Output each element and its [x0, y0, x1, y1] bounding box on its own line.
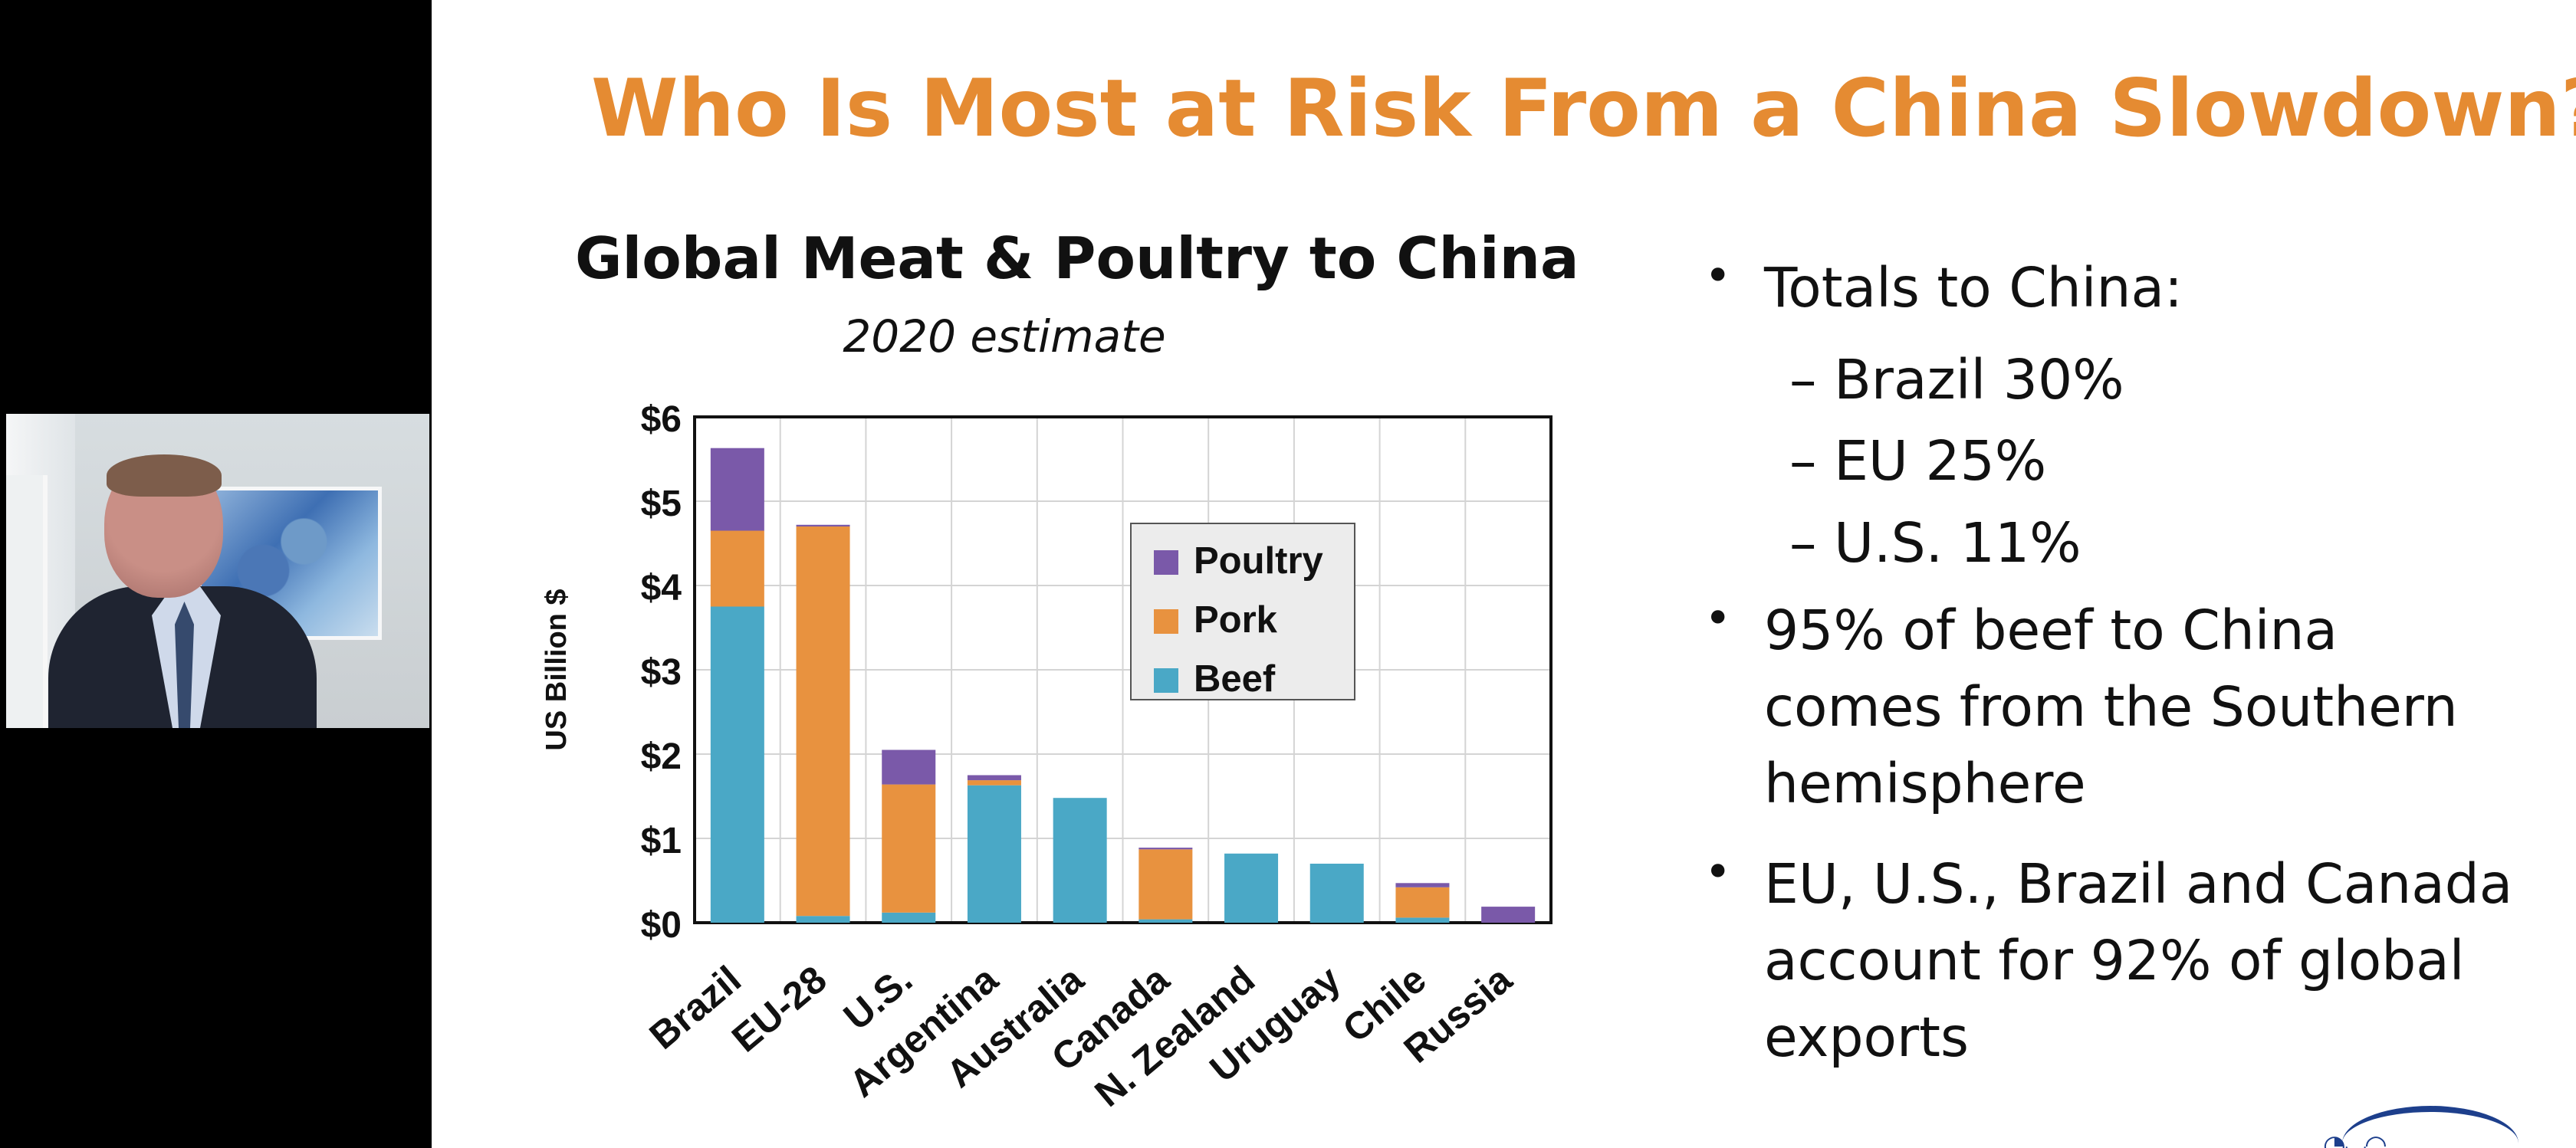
bullet-dot: • — [1704, 249, 1732, 303]
bullet-totals-text: Totals to China: — [1764, 256, 2183, 320]
sub-bullet-brazil-text: – Brazil 30% — [1789, 348, 2124, 412]
logo-mark-icon: ◔◡◠ — [2323, 1130, 2386, 1148]
bullet-dot: • — [1704, 592, 1732, 645]
bar-segment-canada-beef — [1138, 919, 1193, 923]
y-tick-label: $0 — [641, 905, 682, 946]
bullet-beef-line-3: hemisphere — [1764, 752, 2086, 815]
bar-segment-uruguay-beef — [1309, 864, 1364, 923]
bar-segment-canada-pork — [1138, 849, 1193, 920]
bar-segment-u-s--pork — [882, 784, 936, 913]
slide-title: Who Is Most at Risk From a China Slowdow… — [591, 63, 2576, 155]
bar-segment-argentina-pork — [967, 780, 1021, 786]
bar-segment-chile-poultry — [1395, 883, 1450, 887]
y-tick-label: $4 — [641, 568, 682, 608]
bar-segment-argentina-poultry — [967, 775, 1021, 781]
legend-swatch-beef — [1154, 668, 1178, 693]
chart-subtitle: 2020 estimate — [843, 310, 1166, 362]
sub-bullet-us-text: – U.S. 11% — [1789, 511, 2082, 575]
bar-segment-eu-28-pork — [796, 526, 850, 917]
bar-segment-eu-28-beef — [796, 916, 850, 923]
bar-segment-brazil-beef — [710, 606, 764, 923]
bar-segment-eu-28-poultry — [796, 524, 850, 526]
bar-segment-argentina-beef — [967, 785, 1021, 923]
legend-label-beef: Beef — [1194, 658, 1276, 700]
x-tick-label: EU-28 — [724, 958, 835, 1061]
bar-segment-australia-beef — [1053, 798, 1107, 923]
bar-segment-u-s--beef — [882, 912, 936, 923]
sub-bullet-eu-text: – EU 25% — [1789, 429, 2047, 493]
bar-segment-brazil-pork — [710, 530, 764, 607]
plot-border — [693, 415, 1552, 924]
bar-segment-u-s--poultry — [882, 749, 936, 785]
bar-segment-n-zealand-beef — [1224, 853, 1279, 923]
bar-segment-chile-pork — [1395, 887, 1450, 918]
y-tick-label: $3 — [641, 652, 682, 693]
y-tick-label: $2 — [641, 736, 682, 777]
y-axis-label: US Billion $ — [540, 589, 573, 750]
presenter-video — [6, 414, 429, 728]
bar-segment-brazil-poultry — [710, 448, 764, 531]
y-tick-label: $1 — [641, 821, 682, 861]
door-background — [6, 475, 48, 728]
legend-swatch-poultry — [1154, 550, 1178, 575]
bullet-exports-line-2: account for 92% of global — [1764, 929, 2465, 992]
bar-segment-canada-poultry — [1138, 848, 1193, 850]
legend-swatch-pork — [1154, 609, 1178, 634]
logo-arc-icon — [2342, 1106, 2518, 1148]
bullet-exports-line-3: exports — [1764, 1005, 1969, 1069]
y-tick-label: $5 — [641, 484, 682, 524]
x-tick-label: Brazil — [642, 958, 749, 1058]
chart-title: Global Meat & Poultry to China — [575, 225, 1579, 292]
organization-logo-fragment: ◔◡◠ — [2308, 1094, 2576, 1148]
y-tick-label: $6 — [641, 399, 682, 440]
bar-segment-russia-poultry — [1481, 907, 1536, 923]
bullet-beef-line-2: comes from the Southern — [1764, 675, 2458, 739]
legend-label-poultry: Poultry — [1194, 540, 1323, 582]
bullet-exports-line-1: EU, U.S., Brazil and Canada — [1764, 852, 2513, 916]
bullet-dot: • — [1704, 845, 1732, 899]
presenter-hair — [107, 454, 222, 497]
presenter-tie — [175, 602, 194, 728]
legend-label-pork: Pork — [1194, 599, 1278, 641]
bullet-beef-line-1: 95% of beef to China — [1764, 599, 2338, 662]
presentation-slide: Who Is Most at Risk From a China Slowdow… — [432, 0, 2576, 1148]
bar-segment-chile-beef — [1395, 917, 1450, 923]
